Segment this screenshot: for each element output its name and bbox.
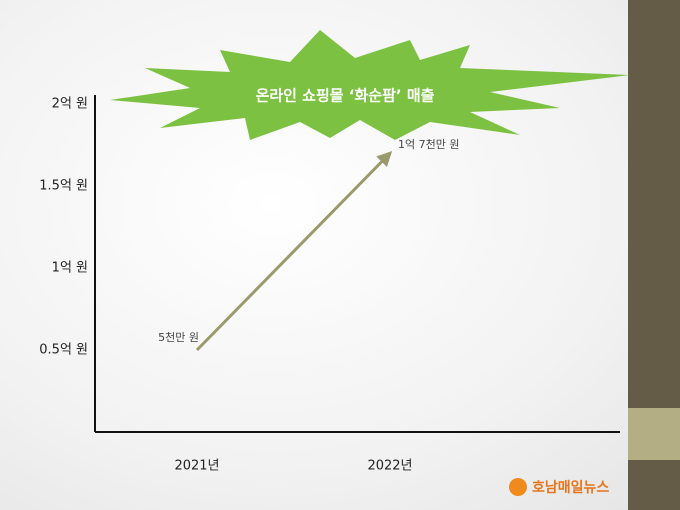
value-label: 5천만 원 [158,330,199,344]
y-tick-label: 2억 원 [52,97,88,112]
x-tick-label: 2022년 [367,459,412,474]
y-tick-label: 0.5억 원 [39,343,88,358]
y-tick-label: 1.5억 원 [39,179,88,194]
x-tick-label: 2021년 [174,459,219,474]
title-burst [110,30,630,140]
y-tick-label: 1억 원 [52,261,88,276]
trend-arrow [195,151,393,352]
chart-title: 온라인 쇼핑몰 ‘화순팜’ 매출 [256,87,435,105]
logo-text: 호남매일뉴스 [532,479,609,496]
logo-icon [509,478,527,496]
value-label: 1억 7천만 원 [398,137,459,151]
side-square [628,408,680,460]
